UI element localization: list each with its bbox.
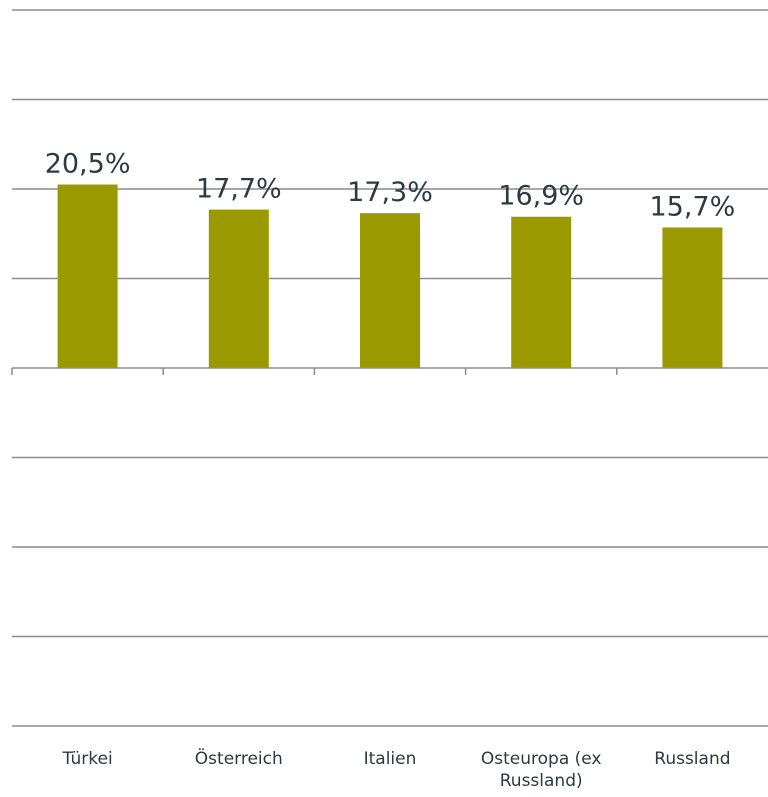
- data-label: 15,7%: [650, 191, 736, 222]
- bar: [57, 184, 118, 368]
- x-tick-label: Türkei: [61, 749, 112, 769]
- x-tick-labels: Türkei Österreich Italien Osteuropa (ex Russ…: [61, 747, 730, 791]
- bar: [208, 209, 269, 368]
- data-label: 17,3%: [347, 177, 433, 208]
- data-labels: 20,5% 17,7% 17,3% 16,9% 15,7%: [45, 149, 736, 223]
- bar: [511, 216, 572, 368]
- x-tick-label: Österreich: [195, 747, 283, 769]
- x-tick-label: Italien: [364, 749, 417, 769]
- bar: [360, 213, 420, 368]
- data-label: 17,7%: [196, 174, 282, 205]
- bars: [57, 184, 723, 368]
- data-label: 20,5%: [45, 149, 131, 180]
- data-label: 16,9%: [498, 181, 584, 212]
- x-tick-label: Russland: [654, 749, 730, 769]
- bar: [662, 227, 723, 368]
- x-axis: [11, 367, 768, 375]
- x-tick-label: Osteuropa (ex Russland): [481, 749, 602, 791]
